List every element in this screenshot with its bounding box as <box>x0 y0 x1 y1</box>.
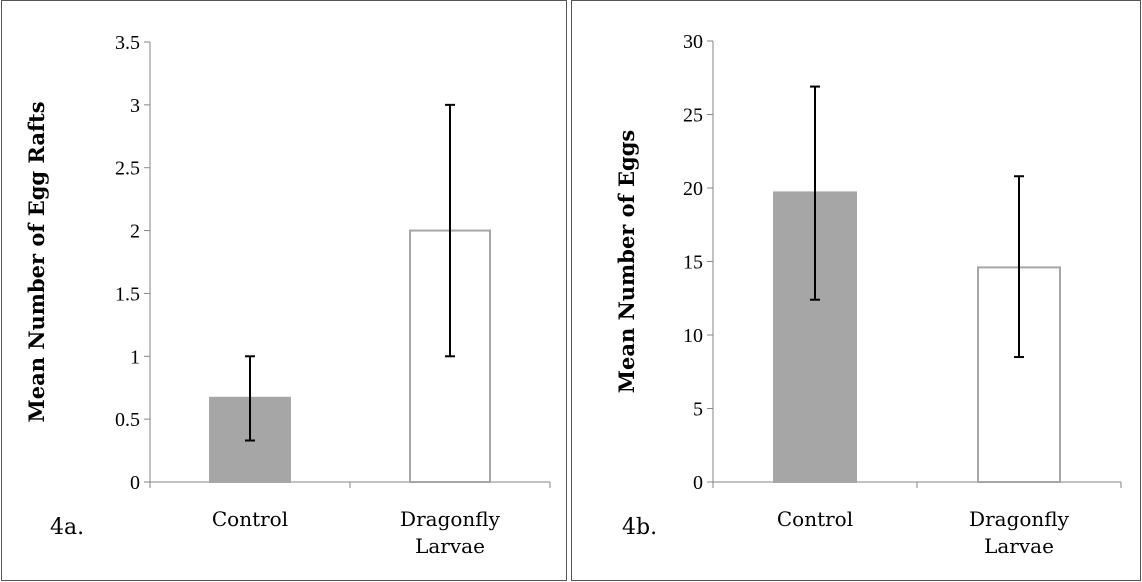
y-tick-label: 1.5 <box>115 283 140 305</box>
x-tick-label: Dragonfly <box>969 507 1070 531</box>
y-tick-label: 5 <box>693 399 703 421</box>
x-tick-label: Dragonfly <box>400 507 501 531</box>
y-tick-label: 1 <box>130 346 140 368</box>
chart-panel-4b: 0 5 10 15 20 25 30 Control Dragonfly Larvae Mean N… <box>571 0 1141 581</box>
x-tick-label: Larvae <box>984 534 1054 558</box>
y-tick-label: 3 <box>130 95 140 117</box>
panel-label: 4a. <box>50 515 84 540</box>
y-tick-label: 0 <box>693 472 703 494</box>
y-tick-label: 20 <box>683 178 703 200</box>
x-tick-label: Larvae <box>415 534 485 558</box>
y-tick-label: 15 <box>683 252 703 274</box>
x-tick-label: Control <box>212 507 288 531</box>
y-tick-label: 3.5 <box>115 32 140 54</box>
y-tick-label: 0.5 <box>115 409 140 431</box>
chart-4b: 0 5 10 15 20 25 30 Control Dragonfly Larvae Mean N… <box>614 31 1122 558</box>
y-tick-label: 2 <box>130 221 140 243</box>
y-tick-label: 10 <box>683 325 703 347</box>
y-tick-label: 25 <box>683 105 703 127</box>
panel-label: 4b. <box>622 515 657 540</box>
chart-4a: 0 0.5 1 1.5 2 2.5 3 3.5 Control Dragonfly Larvae Me… <box>24 32 551 558</box>
y-tick-label: 2.5 <box>115 158 140 180</box>
y-axis-title: Mean Number of Eggs <box>614 130 639 393</box>
chart-panel-4a: 0 0.5 1 1.5 2 2.5 3 3.5 Control Dragonfly Larvae Me… <box>1 0 567 581</box>
x-tick-label: Control <box>777 507 853 531</box>
y-tick-label: 30 <box>683 31 703 53</box>
y-tick-label: 0 <box>130 472 140 494</box>
y-axis-title: Mean Number of Egg Rafts <box>24 101 49 422</box>
